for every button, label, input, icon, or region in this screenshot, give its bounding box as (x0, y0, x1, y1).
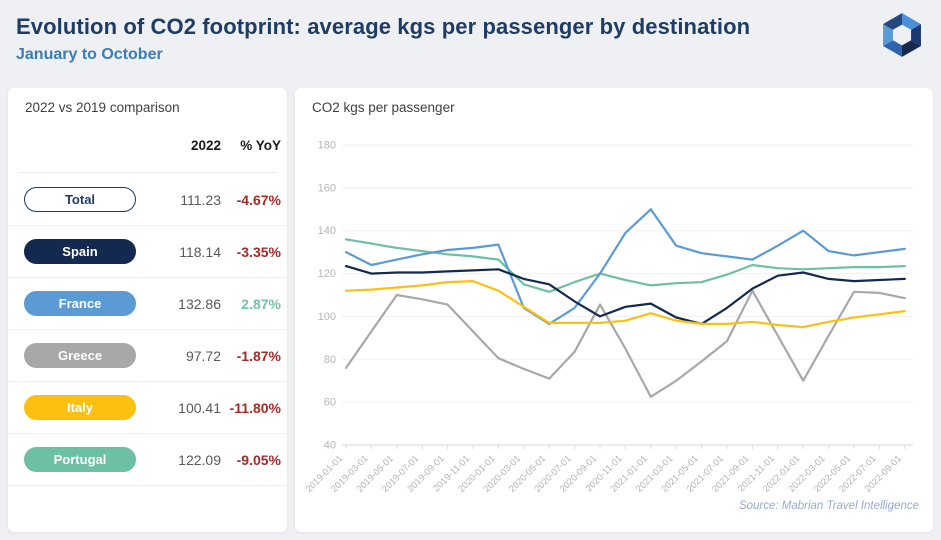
svg-text:160: 160 (318, 182, 336, 194)
chart-panel: CO2 kgs per passenger 40 60 80 100 120 140 160… (295, 88, 933, 532)
value-2022: 132.86 (178, 295, 221, 312)
destination-pill[interactable]: Spain (24, 239, 136, 264)
table-column-headers: 2022 % YoY (8, 138, 287, 158)
co2-line-chart[interactable]: 4060801001201401601802019-01-012019-03-0… (295, 88, 933, 532)
table-row: Greece 97.72 -1.87% (8, 330, 287, 382)
value-yoy: 2.87% (241, 295, 281, 312)
svg-text:120: 120 (318, 268, 336, 280)
table-row: France 132.86 2.87% (8, 278, 287, 330)
header-divider (18, 172, 277, 173)
column-header-yoy: % YoY (240, 138, 281, 153)
value-yoy: -1.87% (236, 347, 281, 364)
value-2022: 100.41 (178, 399, 221, 416)
source-caption: Source: Mabrian Travel Intelligence (738, 500, 919, 512)
destination-pill[interactable]: Greece (24, 343, 136, 368)
svg-text:140: 140 (318, 225, 336, 237)
chart-title: CO2 kgs per passenger (312, 100, 455, 115)
value-yoy: -3.35% (236, 243, 281, 260)
page-title: Evolution of CO2 footprint: average kgs … (16, 14, 751, 39)
svg-text:60: 60 (324, 397, 336, 409)
page-subtitle: January to October (16, 46, 163, 63)
svg-text:100: 100 (318, 311, 336, 323)
value-yoy: -4.67% (236, 191, 281, 208)
value-yoy: -9.05% (236, 451, 281, 468)
destination-pill[interactable]: Total (24, 187, 136, 212)
table-row: Total 111.23 -4.67% (8, 174, 287, 226)
table-row: Portugal 122.09 -9.05% (8, 434, 287, 486)
comparison-panel-title: 2022 vs 2019 comparison (25, 100, 180, 115)
value-2022: 122.09 (178, 451, 221, 468)
page-header: Evolution of CO2 footprint: average kgs … (16, 14, 871, 64)
value-2022: 111.23 (180, 191, 221, 208)
value-yoy: -11.80% (229, 399, 281, 416)
destination-pill[interactable]: France (24, 291, 136, 316)
svg-text:180: 180 (318, 140, 336, 152)
svg-text:80: 80 (324, 354, 336, 366)
table-row: Italy 100.41 -11.80% (8, 382, 287, 434)
value-2022: 97.72 (185, 347, 221, 364)
svg-text:40: 40 (324, 440, 336, 452)
mabrian-hexagon-logo-icon (883, 13, 921, 57)
table-row: Spain 118.14 -3.35% (8, 226, 287, 278)
comparison-rows: Total 111.23 -4.67% Spain 118.14 -3.35% France… (8, 174, 287, 486)
destination-pill[interactable]: Italy (24, 395, 136, 420)
value-2022: 118.14 (179, 243, 221, 260)
destination-pill[interactable]: Portugal (24, 447, 136, 472)
column-header-2022: 2022 (190, 138, 221, 153)
comparison-panel: 2022 vs 2019 comparison 2022 % YoY Total… (8, 88, 287, 532)
